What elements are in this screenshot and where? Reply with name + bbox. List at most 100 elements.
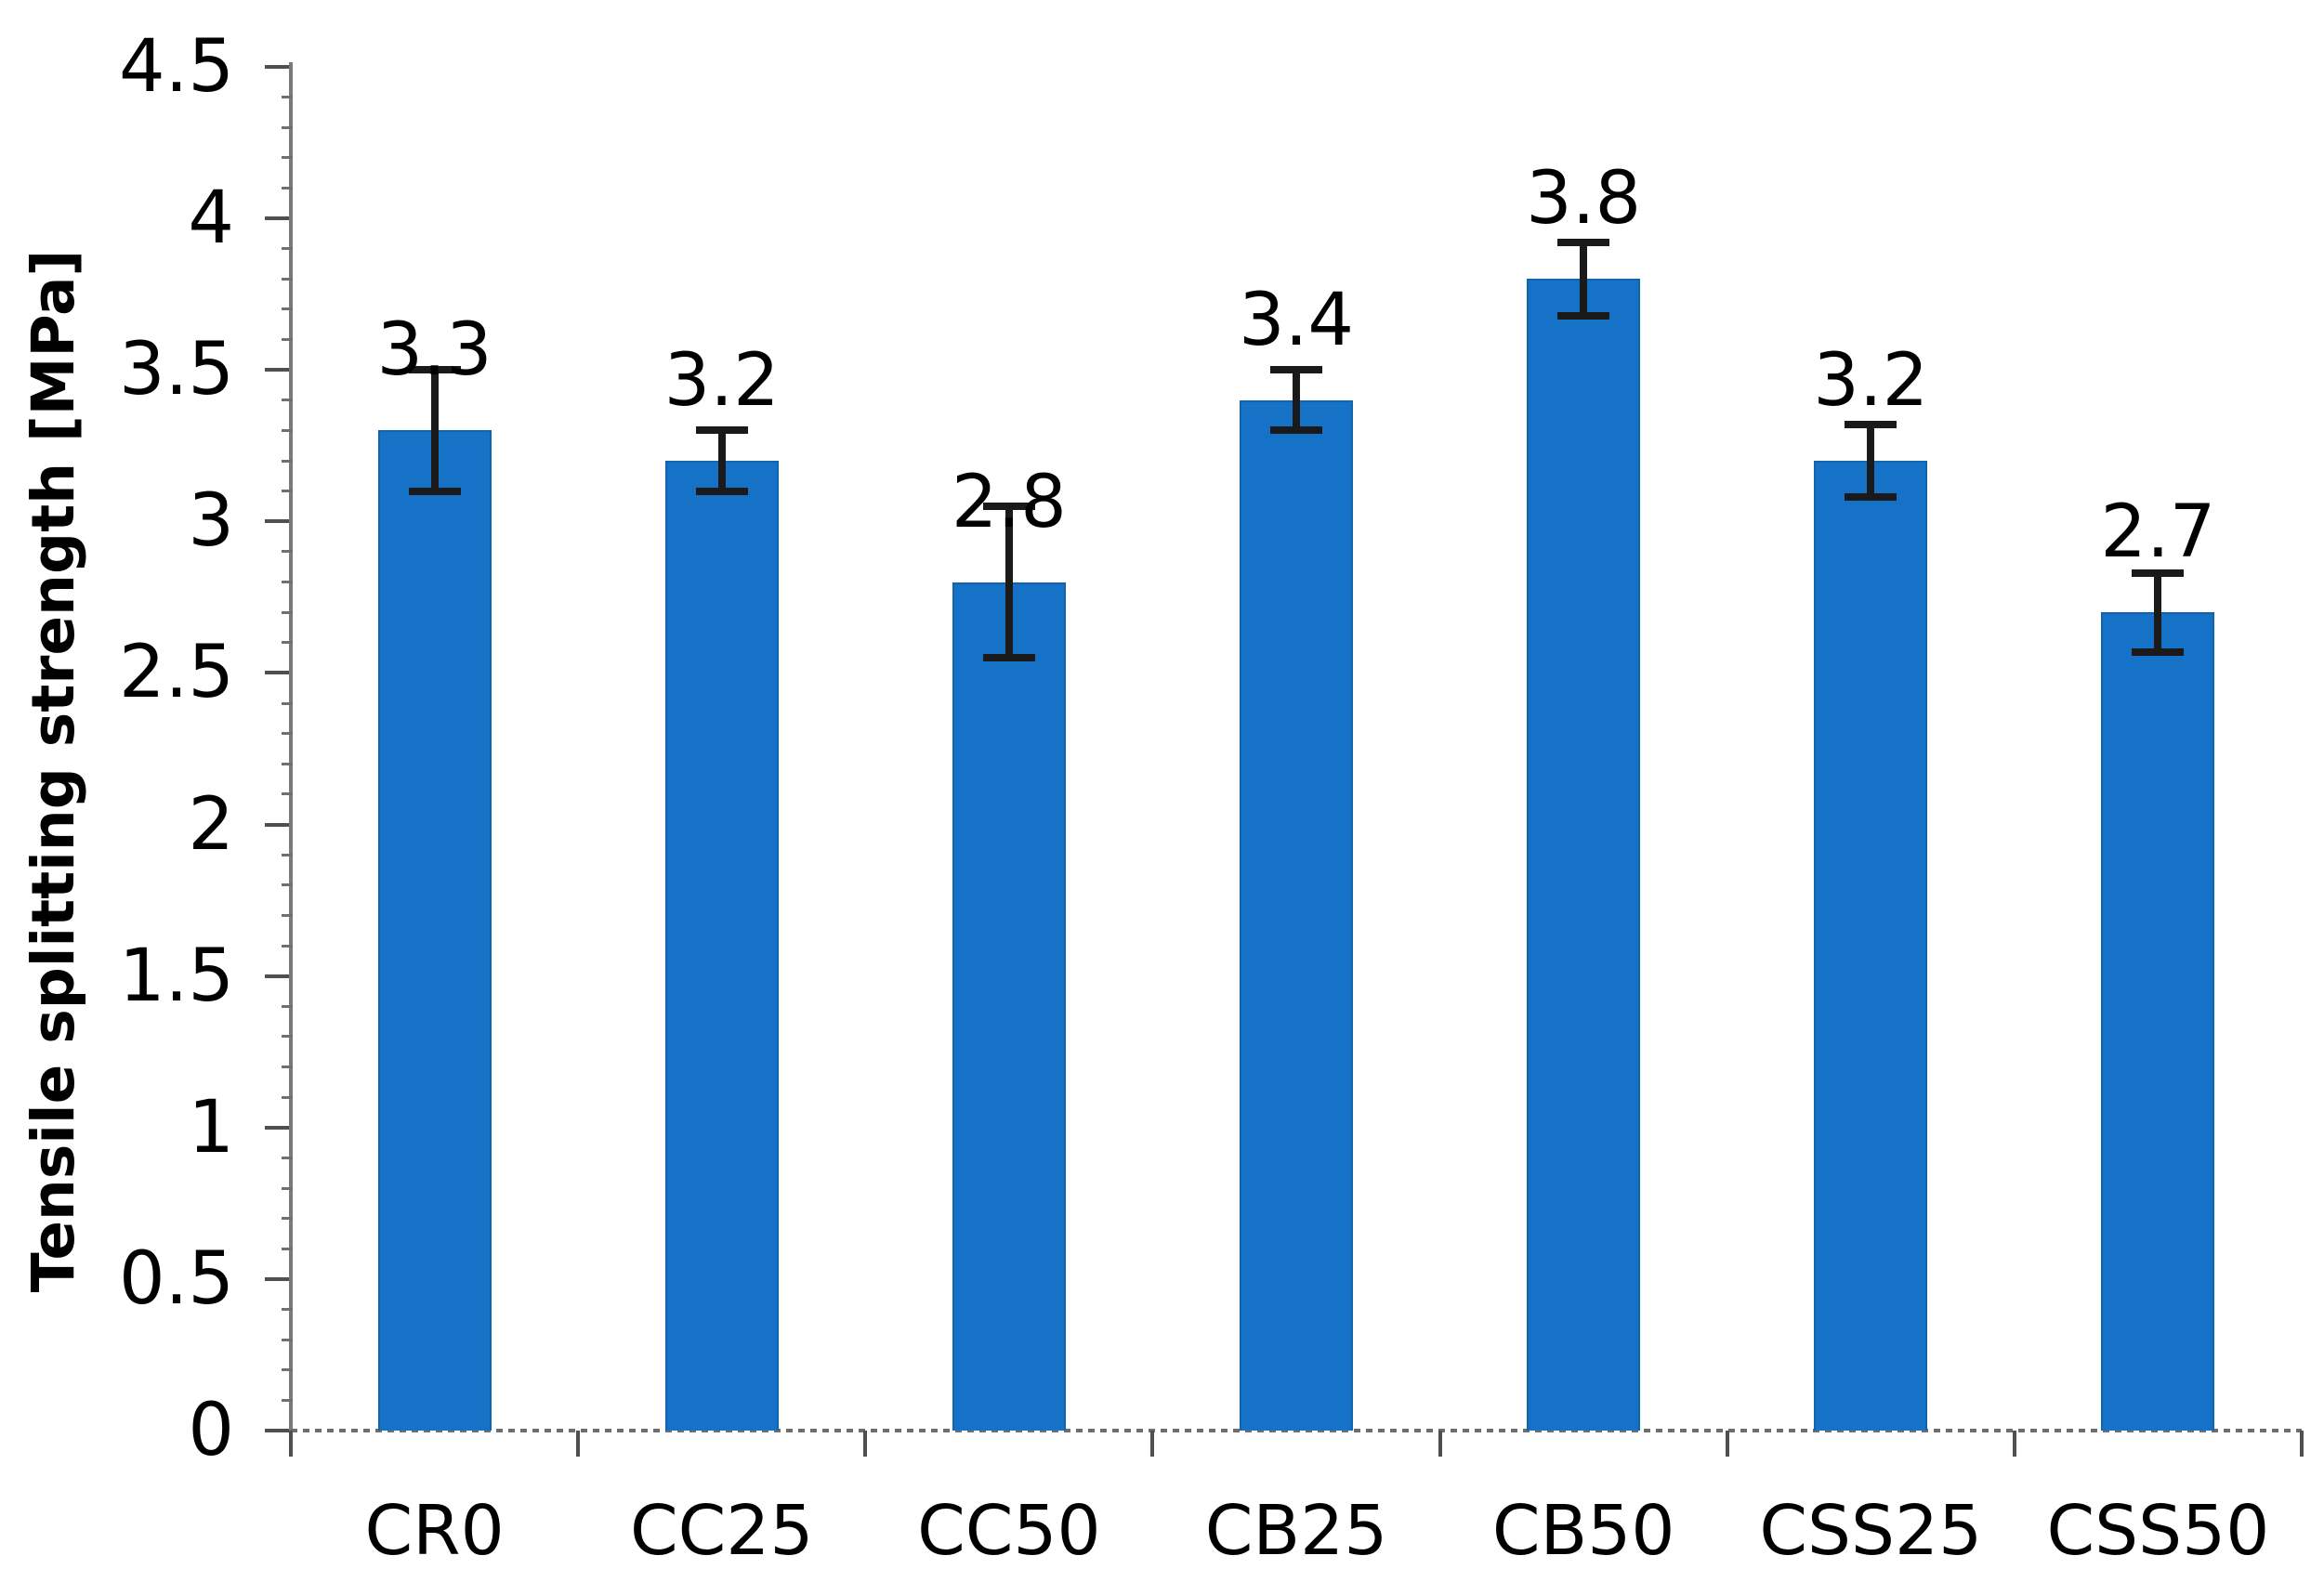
y-axis-line	[289, 62, 293, 1456]
error-bar-line	[717, 430, 726, 491]
y-axis-minor-tick	[282, 277, 293, 281]
y-axis-minor-tick	[282, 883, 293, 887]
y-axis-minor-tick	[282, 944, 293, 948]
y-axis-minor-tick	[282, 1247, 293, 1250]
y-tick-label: 2	[188, 782, 234, 867]
error-bar-cap-top	[1270, 366, 1322, 374]
x-category-label: CB25	[1204, 1491, 1388, 1571]
y-axis-minor-tick	[282, 459, 293, 463]
data-label: 3.8	[1526, 157, 1642, 242]
x-axis-baseline	[291, 1429, 2302, 1432]
bar-CSS50	[2101, 612, 2215, 1431]
x-axis-boundary-tick	[1150, 1431, 1155, 1457]
error-bar-cap-top	[408, 366, 461, 374]
y-axis-major-tick	[265, 671, 289, 675]
x-category-label: CSS25	[1759, 1491, 1983, 1571]
bar-CB50	[1527, 279, 1641, 1431]
y-axis-minor-tick	[282, 610, 293, 614]
bar-CR0	[377, 430, 492, 1431]
y-axis-minor-tick	[282, 399, 293, 402]
y-axis-minor-tick	[282, 853, 293, 856]
x-category-label: CC50	[917, 1491, 1101, 1571]
y-axis-major-tick	[265, 368, 289, 373]
x-axis-boundary-tick	[863, 1431, 868, 1457]
y-axis-minor-tick	[282, 1217, 293, 1221]
y-axis-minor-tick	[282, 701, 293, 705]
y-axis-major-tick	[265, 1125, 289, 1130]
y-axis-major-tick	[265, 216, 289, 221]
data-label: 2.7	[2100, 490, 2216, 575]
y-axis-major-tick	[265, 519, 289, 524]
error-bar-cap-bottom	[1270, 426, 1322, 435]
x-category-label: CSS50	[2046, 1491, 2270, 1571]
error-bar-cap-top	[1557, 239, 1610, 247]
y-axis-minor-tick	[282, 641, 293, 645]
error-bar-line	[1293, 370, 1300, 431]
bar-CC50	[952, 582, 1066, 1431]
y-tick-label: 0	[188, 1389, 234, 1472]
error-bar-line	[2154, 572, 2162, 652]
y-axis-minor-tick	[282, 1368, 293, 1372]
x-category-label: CB50	[1491, 1491, 1675, 1571]
x-axis-boundary-tick	[2300, 1431, 2304, 1457]
bar-CSS25	[1814, 461, 1928, 1431]
y-axis-minor-tick	[282, 1156, 293, 1159]
y-axis-minor-tick	[282, 792, 293, 796]
y-tick-label: 4.5	[118, 25, 234, 109]
y-axis-minor-tick	[282, 428, 293, 432]
bar-CB25	[1240, 399, 1353, 1431]
y-axis-minor-tick	[282, 1398, 293, 1402]
error-bar-cap-top	[982, 503, 1035, 511]
error-bar-cap-bottom	[1557, 311, 1610, 320]
y-axis-minor-tick	[282, 581, 293, 584]
y-axis-minor-tick	[282, 550, 293, 554]
y-tick-label: 2.5	[118, 631, 234, 715]
y-axis-major-tick	[265, 1429, 289, 1432]
y-axis-minor-tick	[282, 96, 293, 99]
y-axis-minor-tick	[282, 307, 293, 311]
y-axis-major-tick	[265, 65, 289, 69]
y-tick-label: 3	[188, 479, 234, 564]
y-axis-major-tick	[265, 822, 289, 827]
error-bar-line	[1867, 424, 1875, 498]
y-tick-label: 4	[188, 176, 234, 261]
x-category-label: CR0	[364, 1491, 505, 1571]
error-bar-cap-bottom	[2132, 647, 2185, 656]
error-bar-line	[1004, 506, 1013, 659]
x-axis-boundary-tick	[576, 1431, 581, 1457]
error-bar-line	[430, 370, 439, 491]
y-axis-major-tick	[265, 974, 289, 978]
error-bar-line	[1580, 242, 1588, 316]
y-axis-minor-tick	[282, 1004, 293, 1008]
y-axis-minor-tick	[282, 1095, 293, 1099]
y-axis-minor-tick	[282, 1338, 293, 1341]
y-tick-label: 0.5	[118, 1236, 234, 1321]
data-label: 3.2	[663, 339, 780, 424]
x-axis-boundary-tick	[2012, 1431, 2016, 1457]
x-axis-boundary-tick	[1438, 1431, 1442, 1457]
x-axis-boundary-tick	[289, 1431, 293, 1457]
y-axis-minor-tick	[282, 156, 293, 160]
error-bar-cap-bottom	[695, 487, 748, 495]
y-axis-minor-tick	[282, 1066, 293, 1069]
bar-CC25	[664, 461, 779, 1431]
y-axis-minor-tick	[282, 490, 293, 493]
data-label: 3.3	[376, 308, 492, 393]
error-bar-cap-bottom	[1845, 493, 1897, 502]
error-bar-cap-bottom	[408, 487, 461, 495]
x-axis-boundary-tick	[1725, 1431, 1729, 1457]
y-axis-minor-tick	[282, 1035, 293, 1039]
data-label: 2.8	[951, 460, 1067, 544]
y-tick-label: 1	[188, 1085, 234, 1170]
y-axis-major-tick	[265, 1276, 289, 1281]
y-axis-minor-tick	[282, 247, 293, 251]
y-axis-minor-tick	[282, 338, 293, 342]
y-axis-minor-tick	[282, 913, 293, 917]
y-tick-label: 1.5	[118, 934, 234, 1018]
data-label: 3.2	[1813, 339, 1929, 424]
y-axis-minor-tick	[282, 125, 293, 129]
error-bar-cap-top	[695, 426, 748, 435]
data-label: 3.4	[1238, 278, 1355, 362]
error-bar-cap-top	[2132, 569, 2185, 577]
